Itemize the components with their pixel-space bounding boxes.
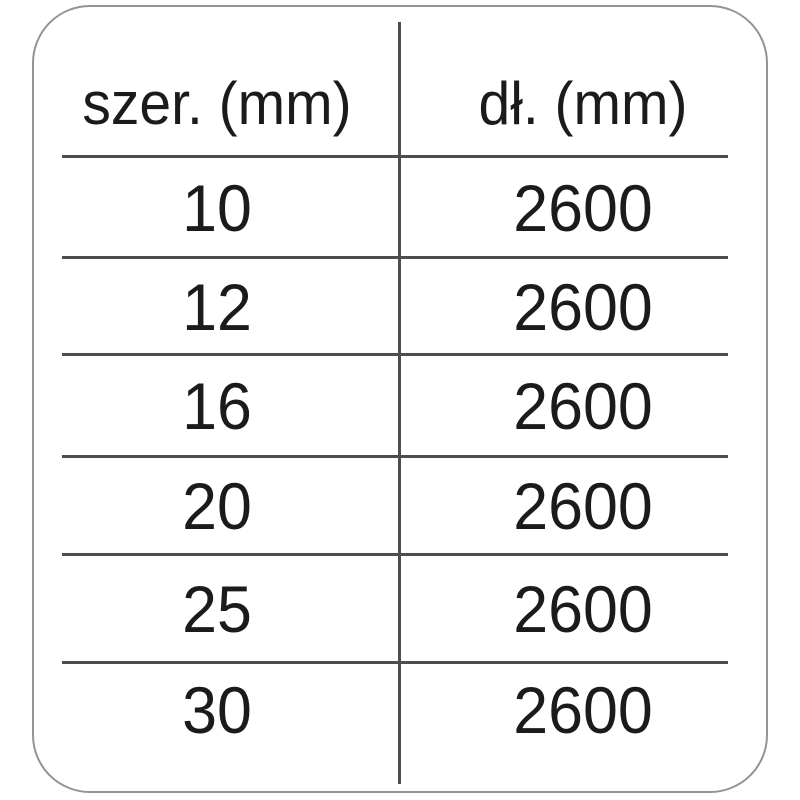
cell-length: 2600: [513, 572, 653, 646]
cell-width: 16: [182, 369, 252, 443]
cell-width: 10: [182, 170, 252, 245]
cell-length: 2600: [513, 673, 653, 747]
table-row: 16 2600: [34, 355, 766, 458]
column-divider: [398, 22, 401, 784]
cell-length: 2600: [513, 170, 653, 245]
spec-table-panel: szer. (mm) dł. (mm) 10 2600 12 2600 16 2…: [32, 5, 768, 793]
cell-width: 30: [182, 673, 252, 747]
header-width: szer. (mm): [82, 69, 352, 137]
table-row: 12 2600: [34, 258, 766, 356]
cell-width: 20: [182, 469, 252, 543]
table-header-row: szer. (mm) dł. (mm): [34, 7, 766, 158]
table-row: 30 2600: [34, 663, 766, 791]
cell-width: 12: [182, 269, 252, 344]
header-length: dł. (mm): [478, 69, 688, 137]
cell-width: 25: [182, 572, 252, 646]
cell-length: 2600: [513, 469, 653, 543]
cell-length: 2600: [513, 269, 653, 344]
table-row: 20 2600: [34, 457, 766, 556]
cell-length: 2600: [513, 369, 653, 443]
table-row: 10 2600: [34, 157, 766, 259]
table-row: 25 2600: [34, 555, 766, 664]
